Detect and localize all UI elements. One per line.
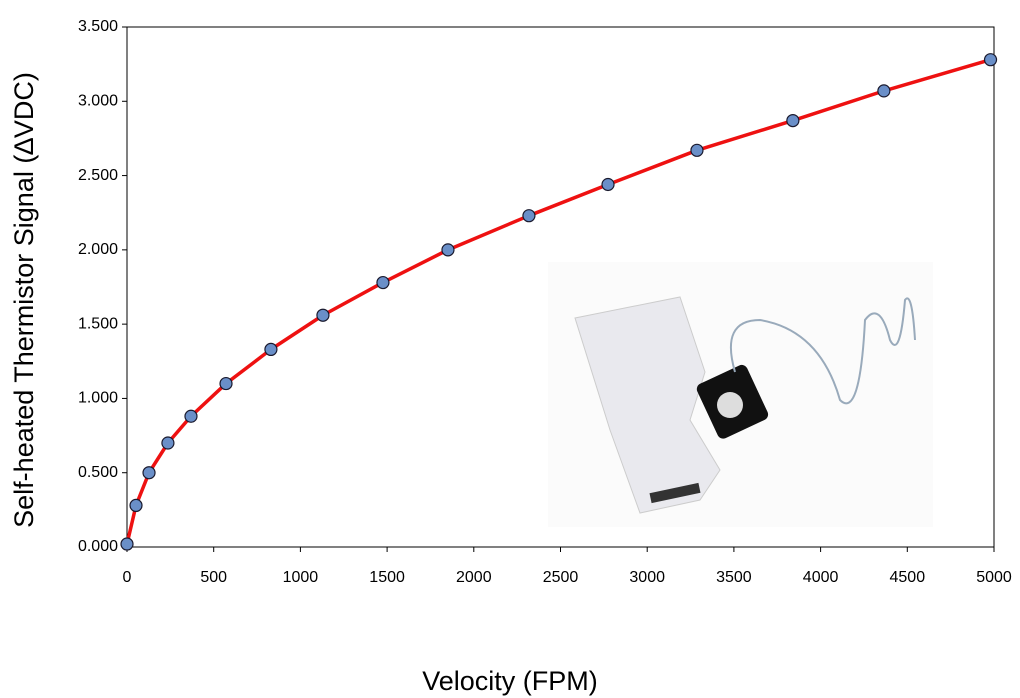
x-tick-label: 4500 bbox=[890, 569, 926, 586]
data-point bbox=[786, 113, 800, 128]
x-axis-title: Velocity (FPM) bbox=[422, 666, 598, 696]
x-tick-label: 4000 bbox=[803, 569, 839, 586]
photo-barcode bbox=[649, 482, 701, 504]
x-tick-label: 500 bbox=[200, 569, 227, 586]
y-tick-label: 3.000 bbox=[78, 93, 118, 110]
x-tick-label: 1500 bbox=[369, 569, 405, 586]
data-point bbox=[316, 308, 330, 322]
photo-wires bbox=[729, 297, 916, 405]
data-point bbox=[142, 466, 156, 480]
x-tick-label: 2500 bbox=[543, 569, 579, 586]
x-tick-label: 3000 bbox=[629, 569, 665, 586]
data-point bbox=[129, 498, 143, 512]
y-tick-label: 2.000 bbox=[78, 241, 118, 258]
y-tick-label: 0.500 bbox=[78, 464, 118, 481]
data-point bbox=[441, 243, 455, 257]
x-tick-label: 1000 bbox=[283, 569, 319, 586]
data-point bbox=[264, 342, 278, 356]
photo-envelope bbox=[574, 296, 721, 514]
photo-sensor-hole bbox=[717, 392, 743, 418]
y-tick-label: 3.500 bbox=[78, 18, 118, 35]
x-tick-label: 3500 bbox=[716, 569, 752, 586]
x-tick-label: 0 bbox=[123, 569, 132, 586]
data-point bbox=[522, 209, 536, 223]
data-point bbox=[376, 275, 390, 290]
fit-line bbox=[125, 58, 992, 545]
y-axis-title: Self-heated Thermistor Signal (∆VDC) bbox=[9, 72, 39, 528]
x-tick-label: 2000 bbox=[456, 569, 492, 586]
data-point bbox=[983, 53, 998, 67]
data-point bbox=[690, 143, 704, 157]
data-point bbox=[161, 436, 175, 450]
data-point bbox=[601, 177, 615, 192]
data-point bbox=[877, 84, 891, 98]
data-point bbox=[120, 537, 134, 551]
y-tick-label: 0.000 bbox=[78, 538, 118, 555]
data-point bbox=[184, 409, 198, 423]
data-point bbox=[219, 376, 233, 391]
x-tick-label: 5000 bbox=[976, 569, 1012, 586]
inset-photo bbox=[548, 262, 933, 527]
y-tick-label: 1.000 bbox=[78, 390, 118, 407]
y-tick-label: 2.500 bbox=[78, 167, 118, 184]
y-tick-label: 1.500 bbox=[78, 315, 118, 332]
